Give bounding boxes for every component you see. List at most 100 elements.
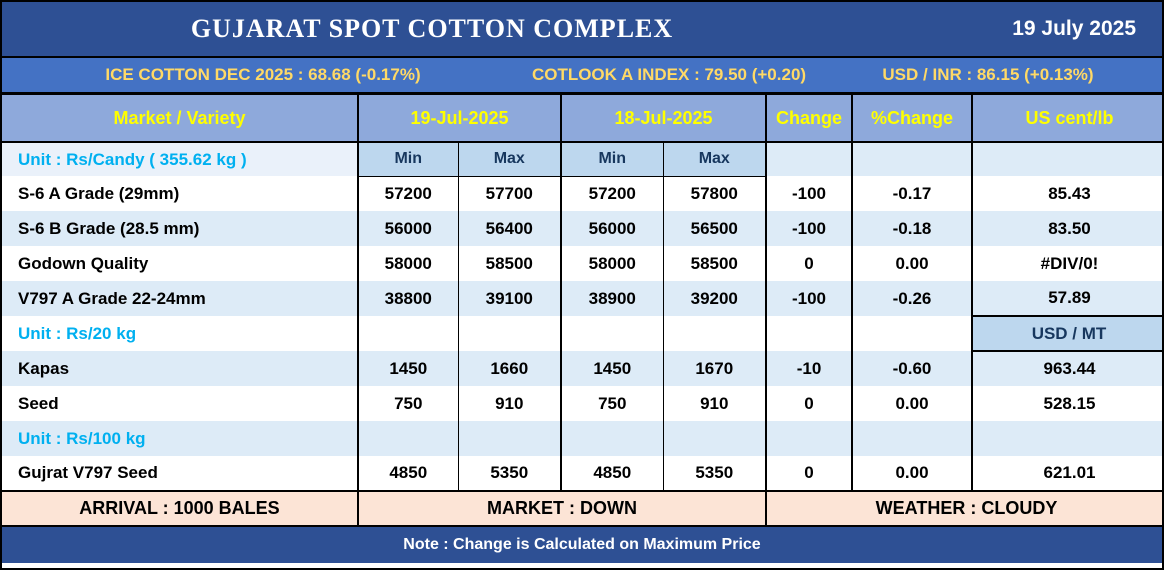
subheader-min-current: Min <box>357 142 458 177</box>
cell-pct-change: 0.00 <box>851 386 972 421</box>
unit-row: Unit : Rs/100 kg <box>2 421 1162 456</box>
subheader-min-previous: Min <box>560 142 663 177</box>
cell-empty <box>662 421 766 456</box>
cell-us-value: 57.89 <box>971 281 1162 316</box>
cell-change: 0 <box>765 246 852 281</box>
col-date-previous: 18-Jul-2025 <box>560 95 766 143</box>
report-date: 19 July 2025 <box>1012 17 1136 40</box>
unit-label: Unit : Rs/100 kg <box>2 421 358 456</box>
cell-empty <box>765 421 852 456</box>
table-row: Seed 750 910 750 910 0 0.00 528.15 <box>2 386 1162 421</box>
cell-variety-label: V797 A Grade 22-24mm <box>2 281 358 316</box>
cell-empty <box>560 421 663 456</box>
cell-current-max: 1660 <box>457 351 561 386</box>
cell-us-value: 85.43 <box>971 176 1162 211</box>
cell-change: -10 <box>765 351 852 386</box>
cell-us-value: 621.01 <box>971 456 1162 491</box>
cell-pct-change: 0.00 <box>851 456 972 491</box>
table-row: S-6 B Grade (28.5 mm) 56000 56400 56000 5650… <box>2 211 1162 246</box>
cell-change: -100 <box>765 211 852 246</box>
price-table: Market / Variety 19-Jul-2025 18-Jul-2025… <box>2 95 1162 527</box>
cell-change: 0 <box>765 456 852 491</box>
cell-previous-max: 910 <box>662 386 766 421</box>
table-row: Kapas 1450 1660 1450 1670 -10 -0.60 963.44 <box>2 351 1162 386</box>
cell-previous-min: 57200 <box>560 176 663 211</box>
cell-empty <box>662 316 766 351</box>
ticker-cotlook-index: COTLOOK A INDEX : 79.50 (+0.20) <box>531 65 807 84</box>
col-date-current: 19-Jul-2025 <box>357 95 561 143</box>
cell-previous-max: 5350 <box>662 456 766 491</box>
table-header-row: Market / Variety 19-Jul-2025 18-Jul-2025… <box>2 95 1162 143</box>
cell-change: 0 <box>765 386 852 421</box>
cell-current-min: 56000 <box>357 211 458 246</box>
cell-variety-label: Kapas <box>2 351 358 386</box>
cell-empty <box>851 316 972 351</box>
cell-previous-min: 56000 <box>560 211 663 246</box>
cell-us-value: #DIV/0! <box>971 246 1162 281</box>
cell-variety-label: S-6 A Grade (29mm) <box>2 176 358 211</box>
col-pct-change: %Change <box>851 95 972 143</box>
cell-previous-min: 4850 <box>560 456 663 491</box>
summary-footer-row: ARRIVAL : 1000 BALES MARKET : DOWN WEATH… <box>2 490 1162 527</box>
cell-current-max: 58500 <box>457 246 561 281</box>
cell-empty <box>851 421 972 456</box>
cell-current-max: 5350 <box>457 456 561 491</box>
cell-current-min: 4850 <box>357 456 458 491</box>
table-row: V797 A Grade 22-24mm 38800 39100 38900 39200… <box>2 281 1162 316</box>
cell-empty <box>765 316 852 351</box>
page-title: GUJARAT SPOT COTTON COMPLEX <box>190 14 674 43</box>
ticker-ice-cotton: ICE COTTON DEC 2025 : 68.68 (-0.17%) <box>105 65 421 84</box>
unit-label: Unit : Rs/20 kg <box>2 316 358 351</box>
cell-pct-change: -0.60 <box>851 351 972 386</box>
table-row: Gujrat V797 Seed 4850 5350 4850 5350 0 0.00 621… <box>2 456 1162 491</box>
cell-empty <box>357 316 458 351</box>
cell-current-min: 38800 <box>357 281 458 316</box>
cell-current-min: 58000 <box>357 246 458 281</box>
cell-us-value: 528.15 <box>971 386 1162 421</box>
cell-current-min: 750 <box>357 386 458 421</box>
cell-pct-change: -0.18 <box>851 211 972 246</box>
cell-variety-label: Seed <box>2 386 358 421</box>
cell-current-max: 57700 <box>457 176 561 211</box>
subheader-change-empty <box>765 142 852 176</box>
cell-empty <box>457 316 561 351</box>
cell-current-min: 1450 <box>357 351 458 386</box>
cell-current-max: 910 <box>457 386 561 421</box>
ticker-usd-inr: USD / INR : 86.15 (+0.13%) <box>882 65 1094 84</box>
cell-pct-change: 0.00 <box>851 246 972 281</box>
cell-us-value: 963.44 <box>971 351 1162 386</box>
note-text: Note : Change is Calculated on Maximum P… <box>403 536 761 553</box>
col-change: Change <box>765 95 852 143</box>
table-subheader-row: Unit : Rs/Candy ( 355.62 kg ) Min Max Mi… <box>2 142 1162 177</box>
table-row: S-6 A Grade (29mm) 57200 57700 57200 57800 -1… <box>2 176 1162 211</box>
cell-empty <box>560 316 663 351</box>
note-bar: Note : Change is Calculated on Maximum P… <box>2 527 1162 563</box>
cell-previous-max: 1670 <box>662 351 766 386</box>
cell-variety-label: Godown Quality <box>2 246 358 281</box>
cell-change: -100 <box>765 281 852 316</box>
cell-previous-max: 57800 <box>662 176 766 211</box>
cell-previous-min: 38900 <box>560 281 663 316</box>
cell-variety-label: Gujrat V797 Seed <box>2 456 358 491</box>
cell-pct-change: -0.26 <box>851 281 972 316</box>
cell-empty <box>971 421 1162 456</box>
cell-previous-min: 58000 <box>560 246 663 281</box>
cell-previous-min: 750 <box>560 386 663 421</box>
market-status: MARKET : DOWN <box>357 490 766 527</box>
unit-rs-candy-label: Unit : Rs/Candy ( 355.62 kg ) <box>2 142 358 176</box>
cell-change: -100 <box>765 176 852 211</box>
table-row: Godown Quality 58000 58500 58000 58500 0 0.00 #… <box>2 246 1162 281</box>
subheader-max-previous: Max <box>662 142 766 177</box>
cell-previous-max: 58500 <box>662 246 766 281</box>
subheader-max-current: Max <box>457 142 561 177</box>
cell-empty <box>357 421 458 456</box>
subheader-pct-empty <box>851 142 972 176</box>
cell-current-min: 57200 <box>357 176 458 211</box>
cell-us-value: 83.50 <box>971 211 1162 246</box>
cell-empty <box>457 421 561 456</box>
cell-current-max: 56400 <box>457 211 561 246</box>
usd-mt-header: USD / MT <box>971 315 1162 352</box>
col-us-cent-lb: US cent/lb <box>971 95 1162 143</box>
cell-previous-max: 56500 <box>662 211 766 246</box>
